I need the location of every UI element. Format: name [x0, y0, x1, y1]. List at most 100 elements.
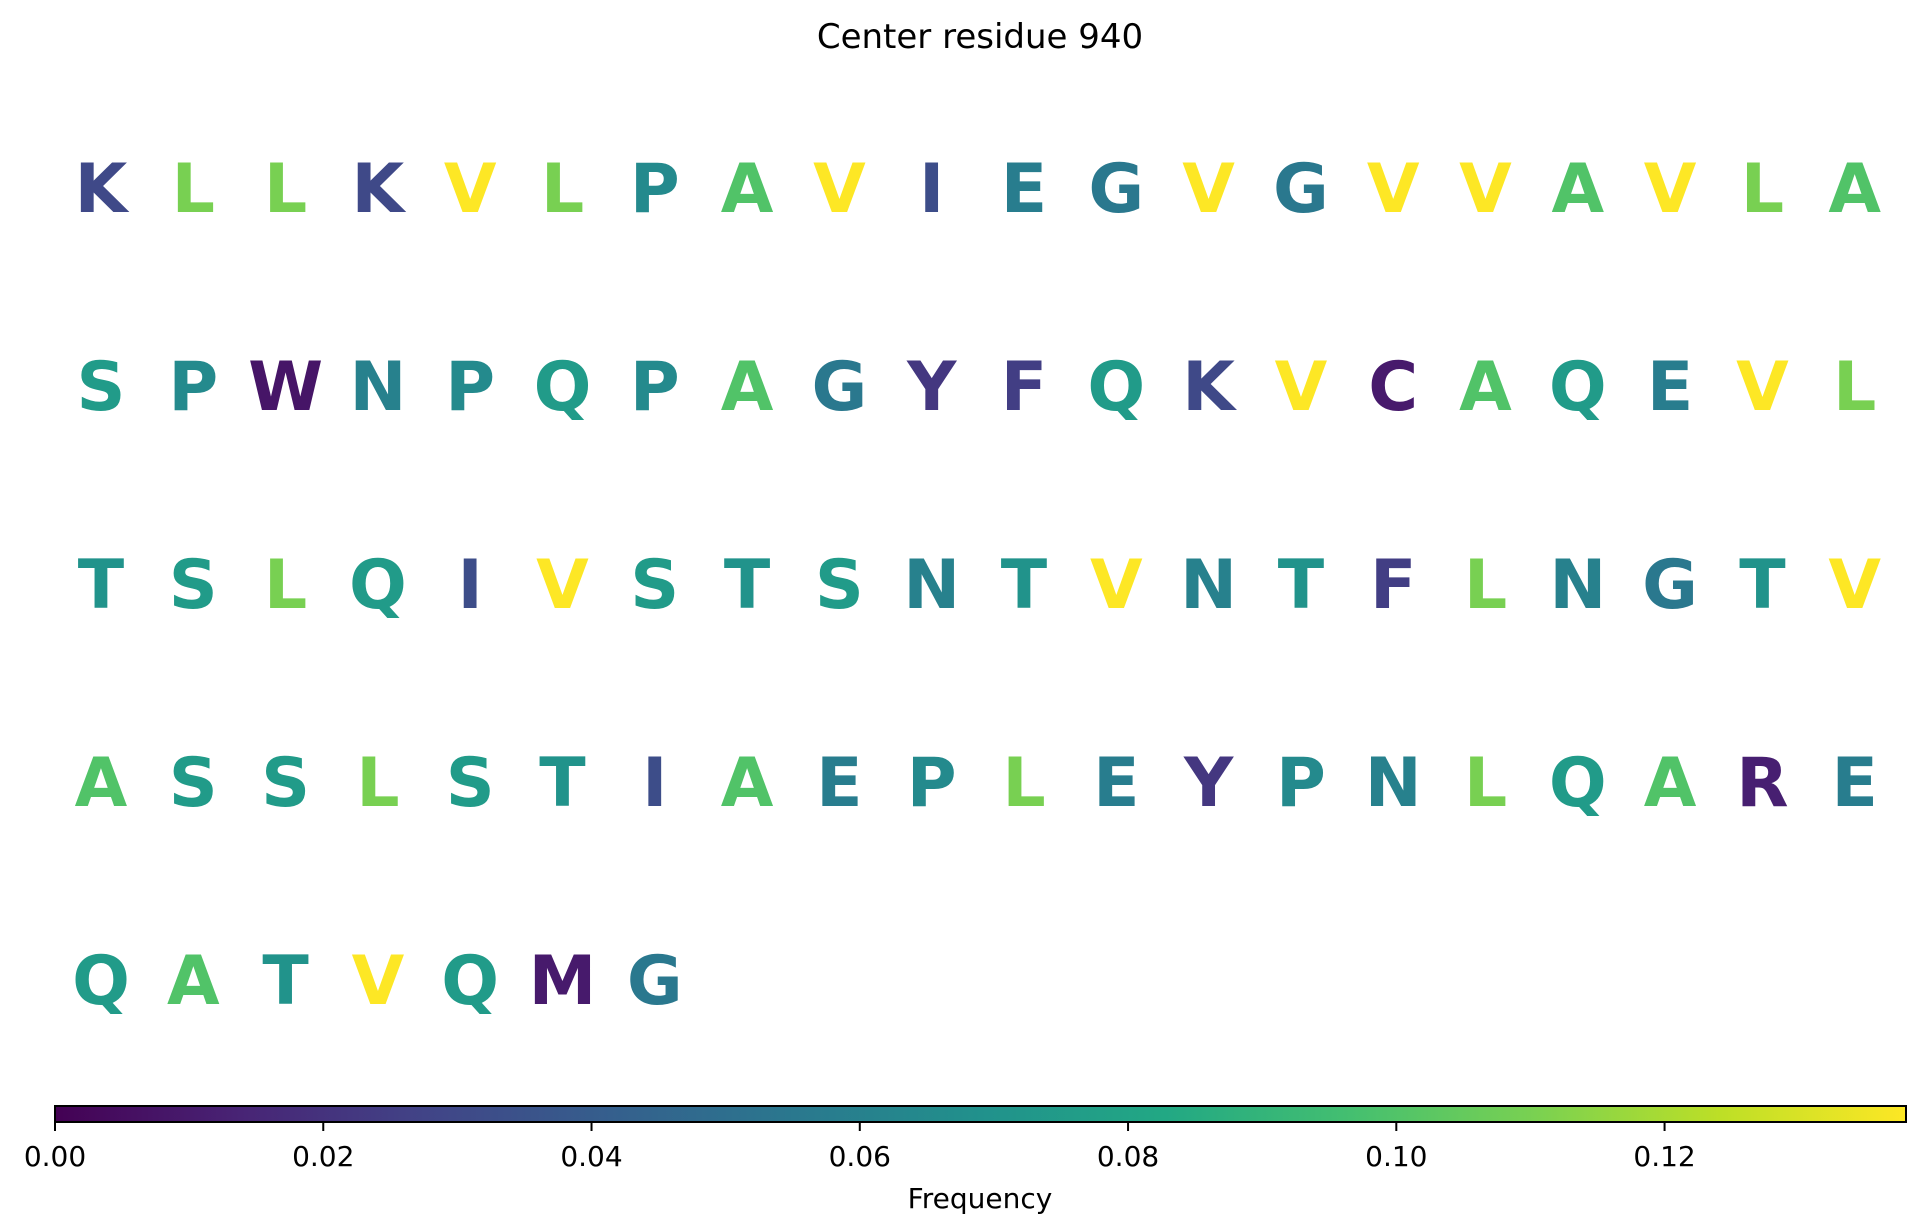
residue-letter-k: K — [1182, 348, 1237, 427]
residue-letter-q: Q — [534, 348, 592, 427]
residue-letter-k: K — [75, 150, 130, 229]
residue-letter-n: N — [349, 348, 406, 427]
residue-letter-l: L — [356, 744, 399, 823]
residue-letter-v: V — [813, 150, 866, 229]
residue-letter-s: S — [446, 744, 495, 823]
residue-letter-q: Q — [1087, 348, 1145, 427]
residue-letter-v: V — [1459, 150, 1512, 229]
residue-letter-q: Q — [349, 546, 407, 625]
residue-letter-q: Q — [1549, 348, 1607, 427]
residue-letter-l: L — [1464, 546, 1507, 625]
residue-letter-l: L — [541, 150, 584, 229]
residue-letter-l: L — [1833, 348, 1876, 427]
residue-letter-s: S — [169, 546, 218, 625]
residue-letter-a: A — [1551, 150, 1604, 229]
residue-letter-c: C — [1368, 348, 1418, 427]
residue-letter-m: M — [529, 942, 597, 1021]
residue-letter-v: V — [1736, 348, 1789, 427]
residue-letter-v: V — [1367, 150, 1420, 229]
residue-letter-y: Y — [906, 348, 957, 427]
residue-letter-t: T — [724, 546, 771, 625]
residue-letter-n: N — [903, 546, 960, 625]
residue-letter-e: E — [1647, 348, 1693, 427]
residue-letter-w: W — [248, 348, 323, 427]
residue-letter-e: E — [816, 744, 862, 823]
residue-letter-v: V — [352, 942, 405, 1021]
residue-letter-v: V — [536, 546, 589, 625]
residue-letter-i: I — [919, 150, 944, 229]
residue-letter-t: T — [539, 744, 586, 823]
residue-letter-a: A — [721, 150, 774, 229]
residue-letter-s: S — [630, 546, 679, 625]
residue-letter-n: N — [1365, 744, 1422, 823]
colorbar-tick-label: 0.00 — [24, 1140, 86, 1173]
residue-letter-l: L — [1741, 150, 1784, 229]
residue-letter-p: P — [1276, 744, 1326, 823]
colorbar-tick-label: 0.08 — [1097, 1140, 1159, 1173]
colorbar-tick-label: 0.04 — [560, 1140, 622, 1173]
residue-letter-e: E — [1093, 744, 1139, 823]
residue-letter-s: S — [815, 546, 864, 625]
residue-letter-q: Q — [441, 942, 499, 1021]
chart-title: Center residue 940 — [817, 17, 1143, 57]
residue-letter-l: L — [1002, 744, 1045, 823]
residue-letter-t: T — [1001, 546, 1048, 625]
residue-letter-a: A — [167, 942, 220, 1021]
residue-letter-v: V — [1644, 150, 1697, 229]
residue-letter-p: P — [630, 348, 680, 427]
colorbar-ticks: 0.00 0.02 0.04 0.06 0.08 0.10 0.12 — [24, 1122, 1696, 1173]
residue-letter-a: A — [1644, 744, 1697, 823]
residue-letter-r: R — [1736, 744, 1788, 823]
residue-letter-g: G — [1273, 150, 1329, 229]
residue-letter-a: A — [721, 744, 774, 823]
residue-letter-k: K — [352, 150, 407, 229]
residue-letter-g: G — [627, 942, 683, 1021]
residue-letter-f: F — [1001, 348, 1047, 427]
residue-letter-v: V — [1275, 348, 1328, 427]
residue-letter-s: S — [169, 744, 218, 823]
residue-letter-s: S — [77, 348, 126, 427]
residue-letter-p: P — [907, 744, 957, 823]
residue-letter-q: Q — [1549, 744, 1607, 823]
colorbar-label: Frequency — [908, 1182, 1053, 1215]
residue-letter-q: Q — [72, 942, 130, 1021]
colorbar-tick-label: 0.12 — [1633, 1140, 1695, 1173]
colorbar-tick-label: 0.02 — [292, 1140, 354, 1173]
residue-letter-i: I — [642, 744, 667, 823]
residue-letter-v: V — [444, 150, 497, 229]
residue-letter-y: Y — [1183, 744, 1234, 823]
residue-letters: K L L K V L P A V I E G V G V V A V L AS P W N P Q P A G Y F Q K V C A Q E V L… — [72, 150, 1881, 1021]
residue-letter-t: T — [78, 546, 125, 625]
residue-letter-l: L — [172, 150, 215, 229]
residue-letter-g: G — [1088, 150, 1144, 229]
residue-letter-p: P — [630, 150, 680, 229]
residue-letter-l: L — [264, 150, 307, 229]
colorbar-fill — [54, 1105, 1907, 1123]
residue-letter-l: L — [1464, 744, 1507, 823]
residue-letter-f: F — [1370, 546, 1416, 625]
residue-letter-a: A — [1459, 348, 1512, 427]
residue-letter-e: E — [1831, 744, 1877, 823]
residue-letter-p: P — [168, 348, 218, 427]
colorbar: 0.00 0.02 0.04 0.06 0.08 0.10 0.12 Frequency — [24, 1105, 1907, 1215]
residue-letter-i: I — [458, 546, 483, 625]
residue-letter-a: A — [1828, 150, 1881, 229]
residue-letter-v: V — [1828, 546, 1881, 625]
residue-letter-s: S — [261, 744, 310, 823]
residue-letter-t: T — [262, 942, 309, 1021]
colorbar-tick-label: 0.06 — [829, 1140, 891, 1173]
residue-letter-e: E — [1001, 150, 1047, 229]
residue-letter-t: T — [1739, 546, 1786, 625]
residue-letter-n: N — [1549, 546, 1606, 625]
colorbar-tick-label: 0.10 — [1365, 1140, 1427, 1173]
residue-letter-v: V — [1090, 546, 1143, 625]
residue-letter-l: L — [264, 546, 307, 625]
residue-letter-g: G — [811, 348, 867, 427]
residue-letter-p: P — [445, 348, 495, 427]
residue-letter-t: T — [1278, 546, 1325, 625]
residue-letter-a: A — [721, 348, 774, 427]
residue-letter-v: V — [1182, 150, 1235, 229]
residue-letter-g: G — [1642, 546, 1698, 625]
residue-letter-a: A — [75, 744, 128, 823]
